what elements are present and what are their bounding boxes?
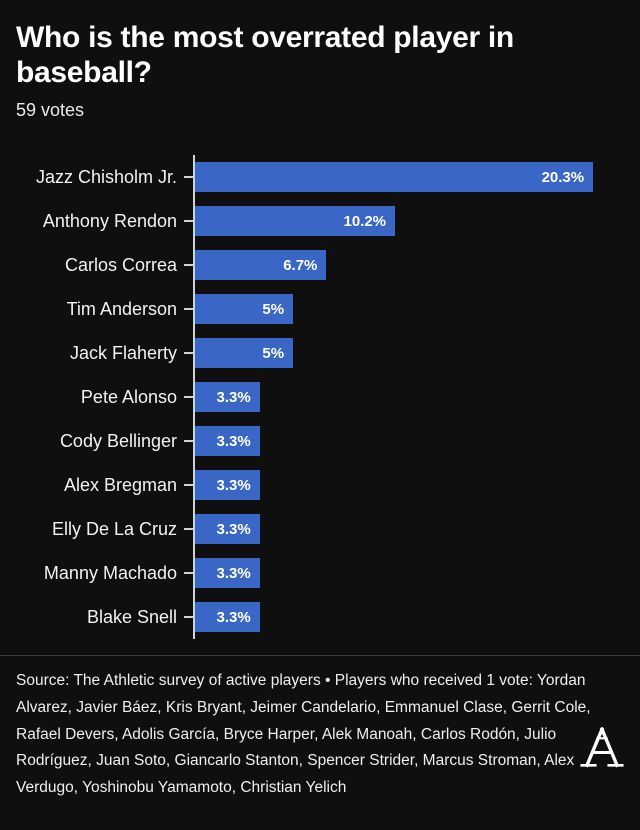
category-label: Carlos Correa — [64, 254, 177, 275]
value-bar: 6.7% — [195, 250, 327, 281]
value-label: 6.7% — [283, 256, 318, 274]
value-bar: 3.3% — [195, 514, 260, 545]
bar-area: 6.7% — [193, 243, 624, 288]
chart-row: Carlos Correa 6.7% — [16, 243, 624, 288]
value-bar: 20.3% — [195, 162, 594, 193]
axis-tick — [184, 396, 193, 399]
value-label: 3.3% — [216, 432, 251, 450]
chart-row: Cody Bellinger 3.3% — [16, 419, 624, 464]
axis-tick — [184, 484, 193, 487]
category-label: Jazz Chisholm Jr. — [35, 166, 177, 187]
footer: Source: The Athletic survey of active pl… — [0, 655, 640, 801]
bar-area: 3.3% — [193, 551, 624, 596]
axis-tick — [184, 440, 193, 443]
value-label: 3.3% — [216, 388, 251, 406]
value-label: 5% — [262, 300, 285, 318]
axis-tick — [184, 528, 193, 531]
category-label: Manny Machado — [43, 562, 177, 583]
chart-row: Anthony Rendon 10.2% — [16, 199, 624, 244]
value-bar: 3.3% — [195, 558, 260, 589]
source-text: Source: The Athletic survey of active pl… — [16, 672, 591, 796]
axis-tick — [184, 308, 193, 311]
value-bar: 5% — [195, 294, 294, 325]
chart-row: Jack Flaherty 5% — [16, 331, 624, 376]
chart-row: Manny Machado 3.3% — [16, 551, 624, 596]
chart-row: Tim Anderson 5% — [16, 287, 624, 332]
bar-area: 3.3% — [193, 463, 624, 508]
value-label: 10.2% — [343, 212, 387, 230]
value-label: 3.3% — [216, 564, 251, 582]
category-label: Cody Bellinger — [59, 430, 177, 451]
value-bar: 3.3% — [195, 602, 260, 633]
category-label: Blake Snell — [86, 606, 177, 627]
chart-row: Pete Alonso 3.3% — [16, 375, 624, 420]
axis-tick — [184, 220, 193, 223]
value-bar: 3.3% — [195, 470, 260, 501]
value-label: 3.3% — [216, 476, 251, 494]
chart-row: Elly De La Cruz 3.3% — [16, 507, 624, 552]
axis-tick — [184, 616, 193, 619]
category-label: Jack Flaherty — [69, 342, 177, 363]
category-label: Tim Anderson — [66, 298, 177, 319]
axis-tick — [184, 176, 193, 179]
poll-chart-page: Who is the most overrated player in base… — [16, 21, 624, 640]
bar-area: 5% — [193, 287, 624, 332]
bar-area: 3.3% — [193, 375, 624, 420]
value-label: 20.3% — [541, 168, 585, 186]
chart-row: Jazz Chisholm Jr. 20.3% — [16, 155, 624, 200]
category-label: Anthony Rendon — [42, 210, 177, 231]
bar-area: 5% — [193, 331, 624, 376]
value-bar: 3.3% — [195, 426, 260, 457]
bar-area: 20.3% — [193, 155, 624, 200]
bar-area: 3.3% — [193, 507, 624, 552]
bar-area: 3.3% — [193, 595, 624, 640]
category-label: Elly De La Cruz — [51, 518, 177, 539]
axis-tick — [184, 352, 193, 355]
bar-area: 10.2% — [193, 199, 624, 244]
axis-tick — [184, 572, 193, 575]
the-athletic-a-logo — [580, 727, 624, 768]
chart-row: Alex Bregman 3.3% — [16, 463, 624, 508]
value-label: 3.3% — [216, 520, 251, 538]
chart-row: Blake Snell 3.3% — [16, 595, 624, 640]
category-label: Alex Bregman — [63, 474, 177, 495]
page-title: Who is the most overrated player in base… — [16, 21, 514, 90]
axis-tick — [184, 264, 193, 267]
value-bar: 3.3% — [195, 382, 260, 413]
value-label: 5% — [262, 344, 285, 362]
vote-count: 59 votes — [16, 100, 85, 121]
value-bar: 10.2% — [195, 206, 396, 237]
bar-chart: Jazz Chisholm Jr. 20.3% Anthony Rendon 10.2… — [16, 155, 624, 640]
category-label: Pete Alonso — [80, 386, 177, 407]
value-label: 3.3% — [216, 608, 251, 626]
value-bar: 5% — [195, 338, 294, 369]
bar-area: 3.3% — [193, 419, 624, 464]
